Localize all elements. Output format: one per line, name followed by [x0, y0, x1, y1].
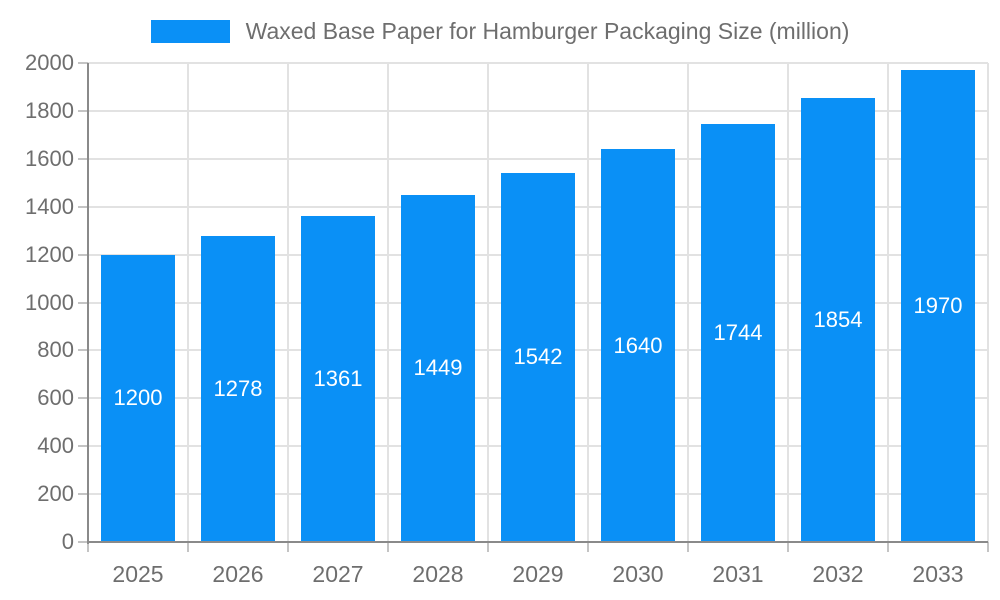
y-tick-mark [78, 110, 88, 112]
chart-legend: Waxed Base Paper for Hamburger Packaging… [0, 18, 1000, 45]
x-tick-mark [687, 542, 689, 552]
y-tick-label: 1400 [25, 194, 74, 219]
x-tick-mark [87, 542, 89, 552]
v-gridline [187, 63, 189, 542]
y-tick-mark [78, 302, 88, 304]
bar-value-label: 1200 [113, 385, 163, 410]
bar[interactable] [101, 255, 175, 542]
h-gridline [88, 62, 988, 64]
x-tick-mark [787, 542, 789, 552]
v-gridline [287, 63, 289, 542]
y-tick-mark [78, 445, 88, 447]
bar[interactable] [901, 70, 975, 542]
x-tick-label: 2030 [612, 561, 664, 587]
bar-value-label: 1854 [813, 307, 863, 332]
v-gridline [887, 63, 889, 542]
y-axis-line [87, 63, 89, 544]
x-tick-mark [887, 542, 889, 552]
v-gridline [787, 63, 789, 542]
legend-swatch[interactable] [150, 20, 230, 43]
bar[interactable] [501, 173, 575, 542]
y-tick-label: 400 [37, 433, 74, 458]
y-tick-label: 600 [37, 385, 74, 410]
x-tick-label: 2032 [812, 561, 864, 587]
v-gridline [387, 63, 389, 542]
y-tick-mark [78, 206, 88, 208]
x-tick-mark [487, 542, 489, 552]
y-tick-mark [78, 158, 88, 160]
y-tick-label: 200 [37, 481, 74, 506]
bar[interactable] [301, 216, 375, 542]
h-gridline [88, 110, 988, 112]
bar-value-label: 1449 [413, 355, 463, 380]
bar[interactable] [201, 236, 275, 542]
y-tick-mark [78, 493, 88, 495]
bar[interactable] [601, 149, 675, 542]
x-tick-label: 2027 [312, 561, 364, 587]
x-tick-label: 2028 [412, 561, 464, 587]
x-tick-label: 2031 [712, 561, 764, 587]
x-tick-label: 2033 [912, 561, 964, 587]
bar-value-label: 1542 [513, 344, 563, 369]
x-tick-mark [187, 542, 189, 552]
v-gridline [687, 63, 689, 542]
x-tick-label: 2026 [212, 561, 264, 587]
bar-value-label: 1970 [913, 293, 963, 318]
v-gridline [487, 63, 489, 542]
x-tick-mark [287, 542, 289, 552]
v-gridline [987, 63, 989, 542]
y-tick-mark [78, 541, 88, 543]
x-tick-mark [587, 542, 589, 552]
y-tick-mark [78, 397, 88, 399]
bar[interactable] [701, 124, 775, 542]
y-tick-label: 2000 [25, 50, 74, 75]
legend-label[interactable]: Waxed Base Paper for Hamburger Packaging… [245, 18, 850, 44]
bar-value-label: 1640 [613, 333, 663, 358]
x-axis-line [88, 541, 988, 543]
y-tick-mark [78, 62, 88, 64]
h-gridline [88, 158, 988, 160]
y-tick-label: 1200 [25, 242, 74, 267]
bar-value-label: 1278 [213, 376, 263, 401]
x-tick-label: 2029 [512, 561, 564, 587]
y-tick-label: 0 [61, 529, 74, 554]
y-tick-mark [78, 349, 88, 351]
x-tick-mark [987, 542, 989, 552]
x-tick-mark [387, 542, 389, 552]
y-tick-label: 800 [37, 337, 74, 362]
y-tick-label: 1800 [25, 98, 74, 123]
bar-value-label: 1361 [313, 366, 363, 391]
y-tick-mark [78, 254, 88, 256]
bar-value-label: 1744 [713, 320, 763, 345]
x-tick-label: 2025 [112, 561, 164, 587]
y-tick-label: 1600 [25, 146, 74, 171]
bar[interactable] [801, 98, 875, 542]
bar[interactable] [401, 195, 475, 542]
y-tick-label: 1000 [25, 290, 74, 315]
v-gridline [587, 63, 589, 542]
